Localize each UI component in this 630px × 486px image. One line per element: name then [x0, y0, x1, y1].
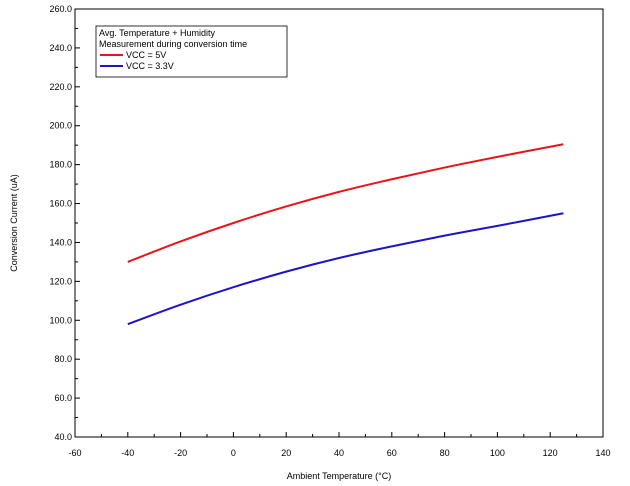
- y-tick-label: 220.0: [49, 82, 72, 92]
- y-tick-label: 160.0: [49, 199, 72, 209]
- series-layer: [127, 143, 564, 326]
- x-axis-title: Ambient Temperature (°C): [287, 471, 391, 481]
- legend-header-line: Measurement during conversion time: [99, 39, 247, 49]
- y-tick-label: 80.0: [54, 354, 72, 364]
- y-tick-label: 180.0: [49, 160, 72, 170]
- ticks: -60 -40 -20 0 20 40 60 80 100 120 140 40.0 60.0 80.0 1…: [49, 4, 610, 458]
- series-line-vcc-5v: [127, 143, 564, 263]
- y-tick-label: 240.0: [49, 43, 72, 53]
- x-tick-label: -20: [174, 448, 187, 458]
- legend-box: [95, 25, 288, 78]
- y-tick-label: 40.0: [54, 432, 72, 442]
- y-tick-label: 120.0: [49, 276, 72, 286]
- y-tick-label: 100.0: [49, 315, 72, 325]
- x-tick-label: 100: [490, 448, 505, 458]
- x-tick-label: 60: [387, 448, 397, 458]
- series-line-vcc-3v3: [127, 212, 564, 326]
- legend-header-line: Avg. Temperature + Humidity: [99, 28, 215, 38]
- x-tick-label: 20: [281, 448, 291, 458]
- y-tick-label: 140.0: [49, 237, 72, 247]
- x-tick-label: -40: [121, 448, 134, 458]
- x-tick-label: 120: [543, 448, 558, 458]
- x-tick-label: 140: [595, 448, 610, 458]
- x-tick-label: 0: [231, 448, 236, 458]
- x-tick-label: 40: [334, 448, 344, 458]
- y-tick-label: 60.0: [54, 393, 72, 403]
- y-tick-label: 260.0: [49, 4, 72, 14]
- x-tick-label: 80: [440, 448, 450, 458]
- y-tick-label: 200.0: [49, 121, 72, 131]
- y-axis-title: Conversion Current (uA): [9, 174, 19, 272]
- legend-entry-label: VCC = 5V: [126, 50, 166, 60]
- legend-entry-label: VCC = 3.3V: [126, 61, 174, 71]
- x-tick-label: -60: [68, 448, 81, 458]
